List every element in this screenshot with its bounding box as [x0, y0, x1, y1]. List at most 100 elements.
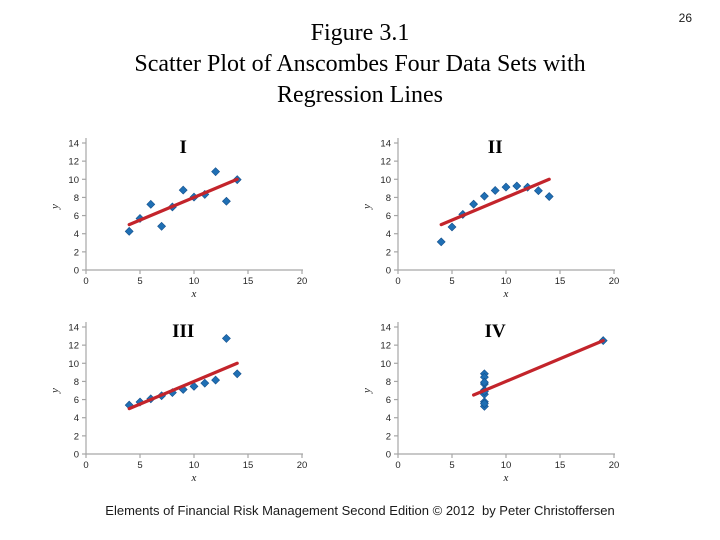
x-tick-label: 5 [449, 460, 454, 471]
x-axis-label: x [503, 472, 509, 484]
y-tick-label: 12 [68, 341, 79, 352]
data-point-marker [157, 221, 167, 231]
y-tick-label: 2 [386, 247, 391, 258]
chart-title: IV [485, 321, 506, 342]
footer-credit: Elements of Financial Risk Management Se… [105, 503, 615, 518]
y-tick-label: 4 [74, 229, 79, 240]
x-tick-label: 20 [609, 460, 620, 471]
slide-title-line-3: Regression Lines [277, 82, 443, 108]
x-tick-label: 15 [555, 460, 566, 471]
y-tick-label: 6 [74, 211, 79, 222]
slide-title: Figure 3.1 Scatter Plot of Anscombes Fou… [0, 18, 720, 111]
y-tick-label: 14 [68, 323, 79, 334]
chart-title: II [488, 137, 503, 158]
x-tick-label: 5 [137, 276, 142, 287]
x-tick-label: 0 [83, 276, 88, 287]
y-tick-label: 0 [74, 266, 79, 277]
page-number: 26 [678, 11, 692, 25]
data-point-marker [211, 375, 221, 385]
data-point-marker [544, 192, 554, 201]
data-point-marker [469, 199, 479, 209]
y-tick-label: 8 [74, 193, 79, 204]
regression-line [471, 339, 605, 397]
scatter-chart-II: 0 5 10 15 20 0 2 4 6 8 10 12 14 II x y [361, 131, 622, 303]
y-tick-label: 10 [380, 359, 391, 370]
x-tick-label: 20 [297, 276, 308, 287]
y-tick-label: 2 [386, 431, 391, 442]
y-axis-label: y [362, 204, 373, 210]
x-tick-label: 20 [609, 276, 620, 287]
slide-title-line-1: Figure 3.1 [310, 20, 410, 46]
x-tick-label: 10 [501, 460, 512, 471]
y-tick-label: 0 [74, 450, 79, 461]
slide-title-line-2: Scatter Plot of Anscombes Four Data Sets… [134, 51, 586, 77]
data-point-marker [490, 186, 500, 195]
scatter-plot-svg-IV: 0 5 10 15 20 0 2 4 6 8 10 12 14 IV x y [361, 321, 620, 484]
data-point-marker [479, 399, 489, 408]
x-tick-label: 0 [395, 276, 400, 287]
y-tick-label: 6 [386, 395, 391, 406]
x-axis-label: x [191, 472, 197, 484]
y-tick-label: 0 [386, 266, 391, 277]
data-point-marker [221, 334, 231, 343]
x-tick-label: 10 [189, 460, 200, 471]
y-tick-label: 10 [380, 175, 391, 186]
y-tick-label: 10 [68, 175, 79, 186]
y-tick-label: 12 [380, 341, 391, 352]
y-axis-label: y [362, 388, 373, 394]
data-point-marker [232, 369, 242, 379]
y-tick-label: 4 [386, 413, 391, 424]
y-tick-label: 2 [74, 431, 79, 442]
data-point-marker [479, 191, 489, 201]
x-tick-label: 20 [297, 460, 308, 471]
y-tick-label: 12 [380, 157, 391, 168]
y-tick-label: 8 [386, 193, 391, 204]
y-tick-label: 14 [380, 323, 391, 334]
y-tick-label: 14 [68, 139, 79, 150]
x-tick-label: 0 [395, 460, 400, 471]
data-point-marker [146, 199, 156, 209]
data-point-marker [501, 182, 511, 192]
x-tick-label: 15 [555, 276, 566, 287]
data-point-marker [533, 186, 543, 196]
data-point-marker [178, 185, 188, 195]
data-point-marker [479, 377, 489, 387]
y-axis-label: y [50, 204, 61, 210]
data-point-marker [200, 378, 210, 388]
regression-line [439, 177, 551, 227]
regression-line [127, 361, 239, 411]
y-tick-label: 10 [68, 359, 79, 370]
y-tick-label: 4 [74, 413, 79, 424]
scatter-plot-svg-I: 0 5 10 15 20 0 2 4 6 8 10 12 14 Ix y [49, 137, 308, 300]
x-tick-label: 10 [189, 276, 200, 287]
scatter-plot-svg-II: 0 5 10 15 20 0 2 4 6 8 10 12 14 II x y [361, 137, 620, 300]
data-point-marker [436, 237, 446, 247]
x-tick-label: 5 [137, 460, 142, 471]
data-point-marker [221, 196, 231, 206]
chart-title: I [179, 137, 186, 158]
x-axis-label: x [503, 288, 509, 300]
y-tick-label: 8 [74, 377, 79, 388]
data-point-marker [189, 381, 199, 391]
y-tick-label: 8 [386, 377, 391, 388]
x-tick-label: 10 [501, 276, 512, 287]
data-point-marker [211, 167, 221, 177]
data-point-marker [124, 226, 134, 236]
regression-line [127, 177, 239, 227]
data-point-marker [512, 181, 522, 191]
y-tick-label: 4 [386, 229, 391, 240]
x-tick-label: 15 [243, 276, 254, 287]
x-axis-label: x [191, 288, 197, 300]
data-point-marker [447, 222, 457, 232]
y-tick-label: 14 [380, 139, 391, 150]
x-tick-label: 15 [243, 460, 254, 471]
y-axis-label: y [50, 388, 61, 394]
y-tick-label: 6 [386, 211, 391, 222]
x-tick-label: 0 [83, 460, 88, 471]
y-tick-label: 2 [74, 247, 79, 258]
scatter-chart-III: 0 5 10 15 20 0 2 4 6 8 10 12 14 III x y [49, 315, 310, 487]
y-tick-label: 12 [68, 157, 79, 168]
scatter-plot-svg-III: 0 5 10 15 20 0 2 4 6 8 10 12 14 III x y [49, 321, 308, 484]
scatter-chart-IV: 0 5 10 15 20 0 2 4 6 8 10 12 14 IV x y [361, 315, 622, 487]
